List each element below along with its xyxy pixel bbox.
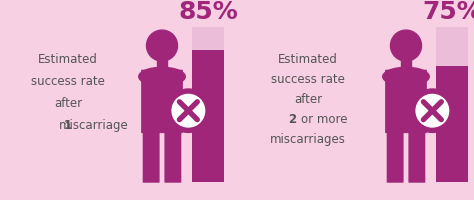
FancyBboxPatch shape (144, 130, 159, 182)
Ellipse shape (139, 68, 185, 86)
FancyBboxPatch shape (165, 130, 181, 182)
FancyBboxPatch shape (387, 130, 403, 182)
FancyBboxPatch shape (157, 54, 167, 68)
Text: success rate: success rate (31, 75, 105, 88)
Text: miscarriage: miscarriage (59, 118, 129, 131)
Text: Estimated: Estimated (278, 53, 338, 66)
Text: after: after (54, 97, 82, 109)
Text: 2: 2 (288, 112, 296, 125)
FancyBboxPatch shape (436, 28, 468, 182)
Circle shape (172, 95, 205, 127)
FancyBboxPatch shape (436, 66, 468, 182)
Ellipse shape (383, 68, 429, 86)
Text: 75%: 75% (422, 0, 474, 24)
Text: 1: 1 (64, 118, 72, 131)
FancyBboxPatch shape (192, 28, 224, 182)
Text: miscarriages: miscarriages (270, 132, 346, 145)
Text: or more: or more (301, 112, 347, 125)
FancyBboxPatch shape (192, 51, 224, 182)
Circle shape (146, 31, 177, 62)
FancyBboxPatch shape (409, 130, 425, 182)
Text: success rate: success rate (271, 73, 345, 86)
FancyBboxPatch shape (401, 54, 410, 68)
Text: 85%: 85% (178, 0, 238, 24)
Circle shape (416, 95, 448, 127)
FancyBboxPatch shape (142, 71, 182, 133)
Text: Estimated: Estimated (38, 53, 98, 66)
Circle shape (167, 90, 210, 133)
Text: after: after (294, 93, 322, 105)
FancyBboxPatch shape (386, 71, 426, 133)
Circle shape (391, 31, 421, 62)
Circle shape (410, 90, 454, 133)
